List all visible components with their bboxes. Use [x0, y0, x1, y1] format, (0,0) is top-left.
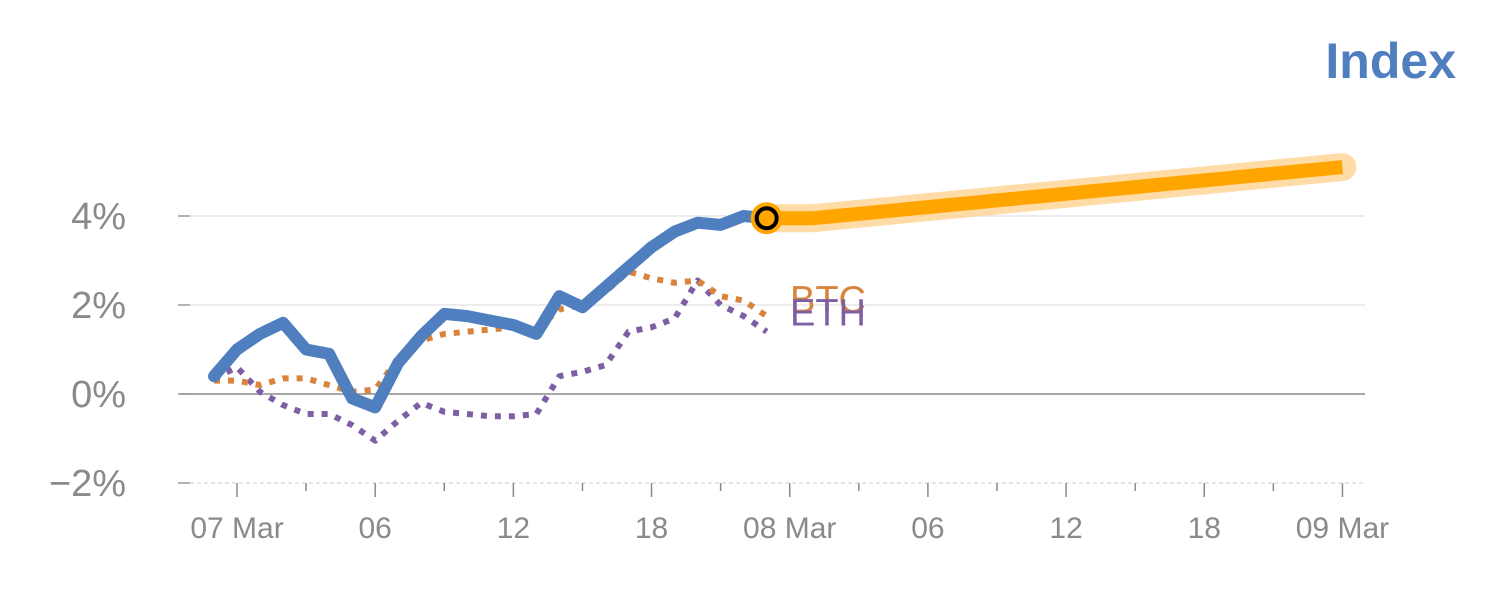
btc-series-line: [214, 268, 769, 395]
x-tick-label: 06: [911, 512, 944, 545]
forecast-line: [766, 160, 1344, 226]
current-point-marker: [754, 206, 779, 231]
x-tick-label: 07 Mar: [190, 512, 283, 545]
x-tick-label: 12: [1049, 512, 1082, 545]
x-tick-label: 06: [358, 512, 391, 545]
x-tick-label: 09 Mar: [1296, 512, 1389, 545]
x-tick-label: 18: [1188, 512, 1221, 545]
eth-end-label: ETH: [790, 293, 866, 335]
chart-title: Index: [1325, 33, 1456, 89]
x-tick-label: 08 Mar: [743, 512, 836, 545]
index-series-line: [208, 210, 773, 414]
y-tick-label: −2%: [49, 463, 126, 505]
x-tick-label: 18: [635, 512, 668, 545]
series-lines: [208, 153, 1357, 444]
axes: −2% 0% 2% 4% 07 Mar 06 12 18 08 Mar 06 12 18 09 Mar: [49, 196, 1389, 545]
grid-lines: [180, 215, 1365, 484]
y-tick-label: 0%: [71, 374, 126, 416]
btc-end-label: BTC: [790, 279, 866, 321]
y-tick-label: 4%: [71, 196, 126, 238]
y-tick-label: 2%: [71, 285, 126, 327]
x-tick-label: 12: [497, 512, 530, 545]
